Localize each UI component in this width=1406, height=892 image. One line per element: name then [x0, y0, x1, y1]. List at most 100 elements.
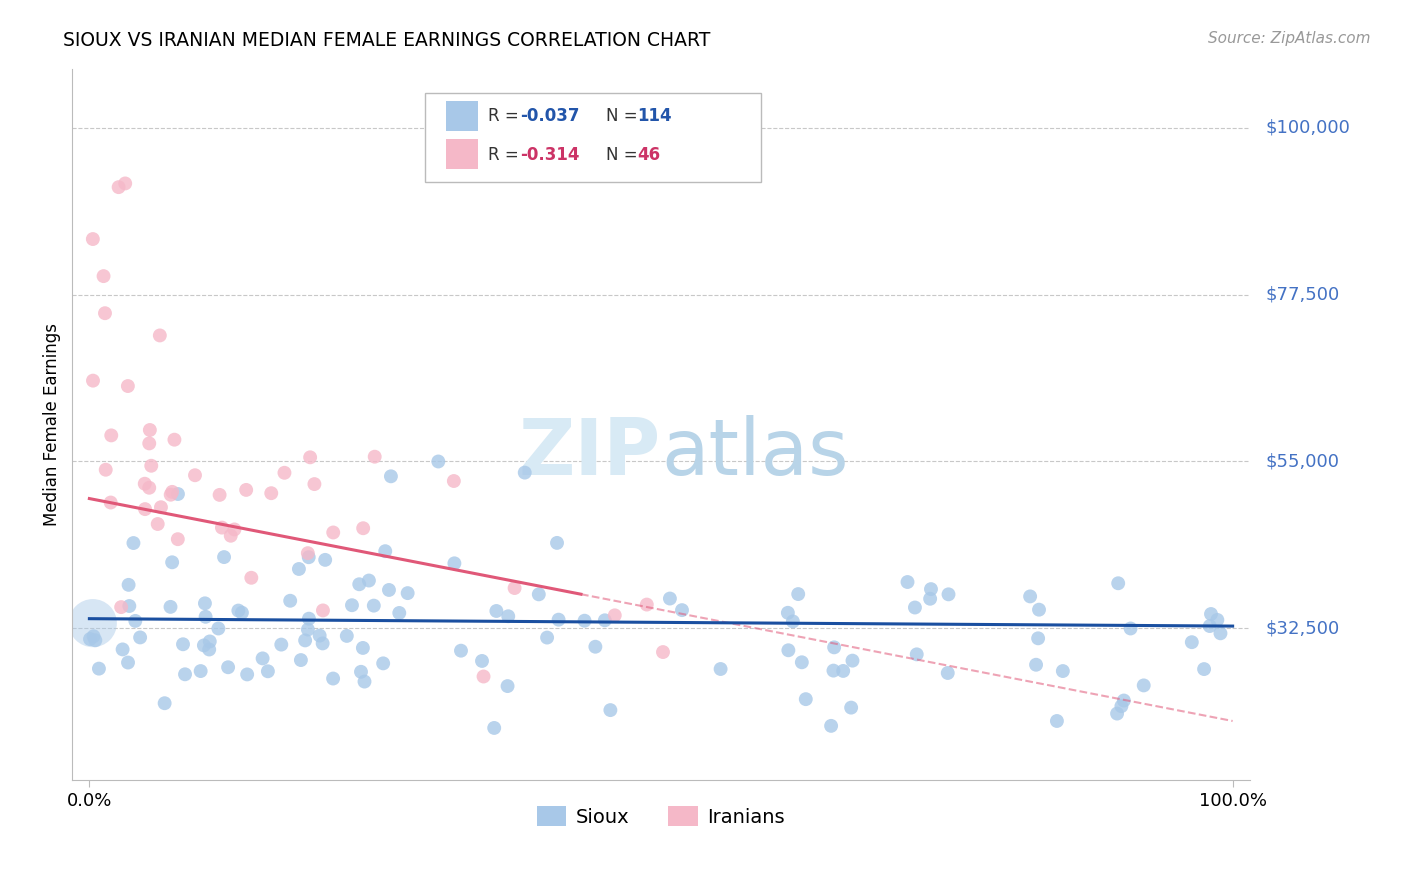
- Point: [110, 600, 132, 615]
- Point: [1132, 678, 1154, 692]
- Point: [496, 679, 519, 693]
- Point: [82, 616, 104, 631]
- Point: [1028, 602, 1050, 616]
- Point: [593, 613, 616, 627]
- Point: [427, 454, 450, 468]
- Point: [194, 596, 217, 610]
- Point: [141, 458, 163, 473]
- Point: [311, 636, 333, 650]
- Point: [159, 599, 181, 614]
- Point: [396, 586, 419, 600]
- Point: [546, 536, 568, 550]
- Point: [153, 696, 176, 710]
- Text: 46: 46: [637, 145, 661, 164]
- Point: [139, 423, 162, 437]
- Point: [217, 660, 239, 674]
- Point: [936, 665, 959, 680]
- Point: [832, 664, 855, 678]
- Point: [94, 306, 117, 320]
- Point: [270, 638, 292, 652]
- Point: [82, 232, 104, 246]
- Point: [172, 637, 194, 651]
- Text: $32,500: $32,500: [1265, 619, 1340, 637]
- Point: [599, 703, 621, 717]
- Point: [388, 606, 411, 620]
- Point: [450, 643, 472, 657]
- Point: [1111, 699, 1133, 714]
- FancyBboxPatch shape: [446, 139, 478, 169]
- Point: [193, 639, 215, 653]
- Point: [208, 488, 231, 502]
- Point: [174, 667, 197, 681]
- Point: [117, 656, 139, 670]
- Text: $100,000: $100,000: [1265, 119, 1350, 136]
- Point: [938, 587, 960, 601]
- Point: [260, 486, 283, 500]
- Text: N =: N =: [606, 145, 643, 164]
- Point: [299, 450, 322, 465]
- Point: [94, 463, 117, 477]
- Point: [117, 578, 139, 592]
- Point: [297, 623, 319, 637]
- Point: [363, 599, 385, 613]
- Text: -0.037: -0.037: [520, 107, 579, 126]
- Point: [443, 557, 465, 571]
- Point: [794, 692, 817, 706]
- Text: -0.314: -0.314: [520, 145, 579, 164]
- Point: [336, 629, 359, 643]
- Legend: Sioux, Iranians: Sioux, Iranians: [529, 798, 793, 835]
- Text: ZIP: ZIP: [519, 415, 661, 491]
- Point: [111, 642, 134, 657]
- Point: [485, 604, 508, 618]
- Point: [1112, 693, 1135, 707]
- FancyBboxPatch shape: [446, 101, 478, 130]
- Point: [304, 477, 326, 491]
- Point: [776, 606, 799, 620]
- Point: [100, 428, 122, 442]
- Point: [163, 433, 186, 447]
- Point: [1198, 619, 1220, 633]
- Point: [527, 587, 550, 601]
- Text: Source: ZipAtlas.com: Source: ZipAtlas.com: [1208, 31, 1371, 46]
- Point: [138, 436, 160, 450]
- Point: [778, 643, 800, 657]
- Point: [322, 525, 344, 540]
- Point: [224, 523, 246, 537]
- Point: [823, 664, 845, 678]
- Point: [117, 379, 139, 393]
- Point: [294, 633, 316, 648]
- Point: [636, 598, 658, 612]
- Point: [134, 502, 156, 516]
- Point: [905, 648, 928, 662]
- Point: [312, 603, 335, 617]
- Point: [380, 469, 402, 483]
- Point: [443, 474, 465, 488]
- Point: [288, 562, 311, 576]
- Point: [124, 614, 146, 628]
- Point: [273, 466, 295, 480]
- Point: [710, 662, 733, 676]
- Point: [149, 328, 172, 343]
- Point: [823, 640, 845, 655]
- Point: [378, 582, 401, 597]
- Point: [353, 674, 375, 689]
- Point: [228, 603, 250, 617]
- Point: [1206, 613, 1229, 627]
- Point: [308, 629, 330, 643]
- Point: [841, 654, 863, 668]
- Point: [374, 544, 396, 558]
- Point: [1107, 576, 1129, 591]
- Point: [1119, 622, 1142, 636]
- FancyBboxPatch shape: [426, 94, 761, 182]
- Point: [1052, 664, 1074, 678]
- Point: [536, 631, 558, 645]
- Point: [82, 374, 104, 388]
- Point: [83, 629, 105, 643]
- Point: [513, 466, 536, 480]
- Point: [920, 591, 942, 606]
- Point: [340, 598, 363, 612]
- Point: [167, 487, 190, 501]
- Point: [1025, 657, 1047, 672]
- Point: [129, 631, 152, 645]
- Point: [118, 599, 141, 613]
